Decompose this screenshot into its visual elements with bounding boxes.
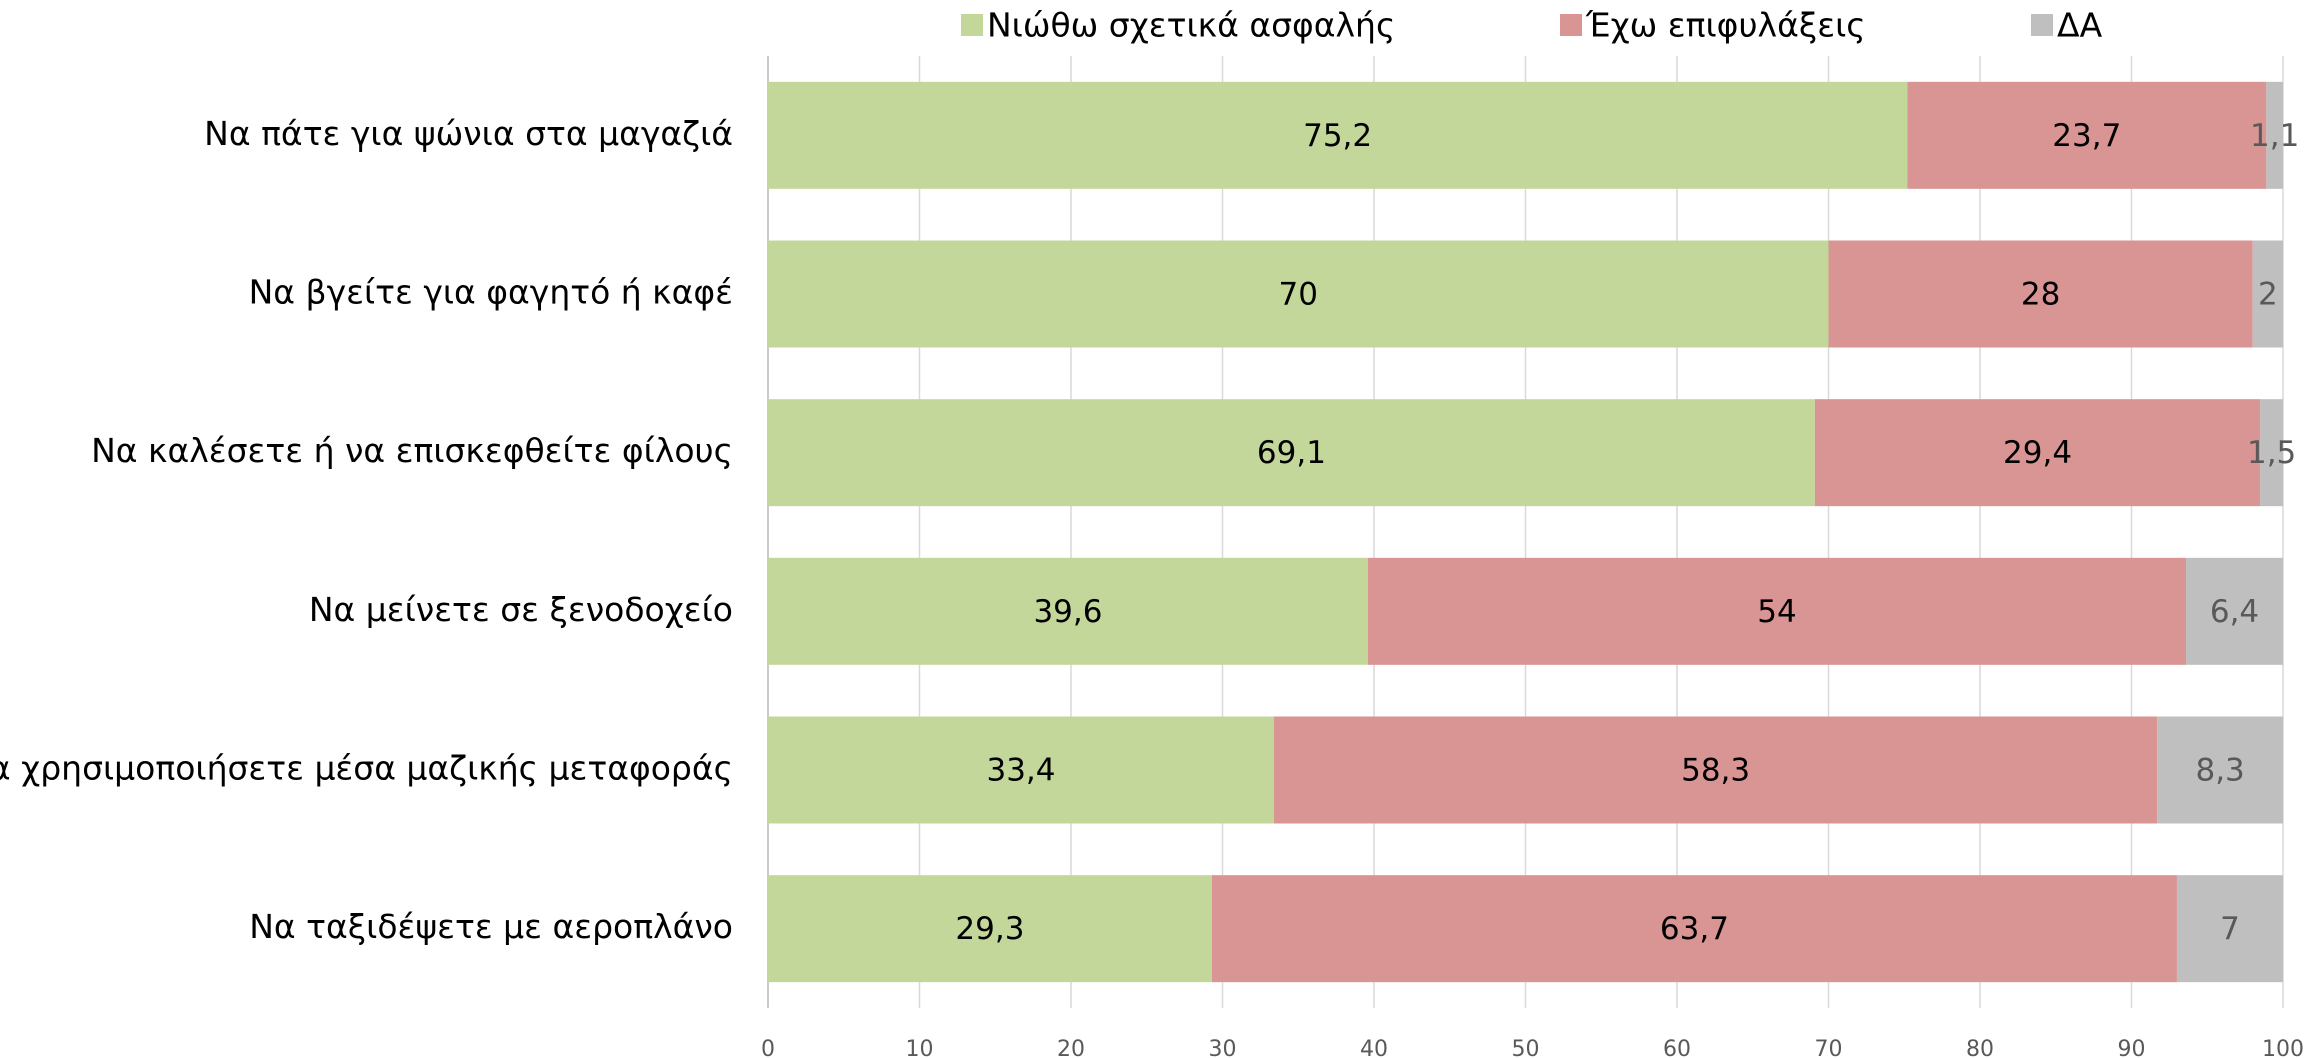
bar-segment [768,716,1275,824]
x-tick-label: 30 [1209,1037,1237,1058]
data-label: 29,3 [955,911,1024,947]
bar-segment [2157,716,2283,824]
data-label: 28 [2021,277,2060,313]
x-tick-label: 50 [1512,1037,1540,1058]
data-label: 39,6 [1033,594,1102,630]
data-label: 63,7 [1660,911,1729,947]
bar-segment [768,557,1368,665]
legend-swatch [1560,14,1582,36]
data-label: 29,4 [2003,435,2072,471]
bar-segment [2260,399,2283,507]
data-label: 58,3 [1681,753,1750,789]
bar-segment [1814,399,2261,507]
legend-label: ΔΑ [2057,6,2103,45]
x-tick-label: 70 [1815,1037,1843,1058]
data-label: 8,3 [2195,753,2244,789]
bar-segment [768,81,1908,189]
x-tick-label: 60 [1663,1037,1691,1058]
legend-swatch [961,14,983,36]
legend-label: Έχω επιφυλάξεις [1585,6,1866,45]
y-tick-label: Να καλέσετε ή να επισκεφθείτε φίλους [91,431,733,470]
bar-segment [1367,557,2187,665]
y-tick-label: Να πάτε για ψώνια στα μαγαζιά [204,114,733,153]
legend-label: Νιώθω σχετικά ασφαλής [987,6,1395,45]
data-label: 1,5 [2247,435,2296,471]
bar-segment [1211,875,2177,983]
bar-segment [768,399,1815,507]
data-label: 7 [2220,911,2240,947]
x-tick-label: 80 [1966,1037,1994,1058]
data-label: 2 [2258,277,2278,313]
data-label: 69,1 [1257,435,1326,471]
data-label: 6,4 [2210,594,2259,630]
bar-segment [2252,240,2283,348]
bar-segment [768,240,1829,348]
x-tick-label: 10 [906,1037,934,1058]
x-tick-label: 20 [1057,1037,1085,1058]
bar-segment [2186,557,2283,665]
bar-segment [768,875,1212,983]
data-label: 75,2 [1303,118,1372,154]
y-tick-label: Να ταξιδέψετε με αεροπλάνο [249,907,733,946]
x-tick-label: 90 [2118,1037,2146,1058]
data-label: 1,1 [2250,118,2299,154]
data-label: 54 [1757,594,1796,630]
y-tick-label: Να χρησιμοποιήσετε μέσα μαζικής μεταφορά… [0,749,733,788]
data-label: 33,4 [986,753,1055,789]
bar-segment [1828,240,2253,348]
y-tick-label: Να μείνετε σε ξενοδοχείο [309,590,733,629]
bar-segment [2176,875,2283,983]
bar-segment [1907,81,2267,189]
bar-segment [2266,81,2283,189]
data-label: 23,7 [2052,118,2121,154]
data-label: 70 [1279,277,1318,313]
x-tick-label: 0 [761,1037,775,1058]
x-tick-label: 40 [1360,1037,1388,1058]
x-tick-label: 100 [2262,1037,2304,1058]
bar-segment [1274,716,2158,824]
legend-swatch [2031,14,2053,36]
y-tick-label: Να βγείτε για φαγητό ή καφέ [249,273,733,312]
